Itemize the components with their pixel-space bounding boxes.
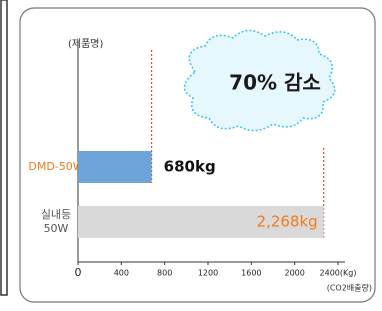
x-tick-label: 0 — [75, 266, 82, 279]
value-label: 2,268kg — [257, 213, 318, 231]
page: (제품명) (CO2배출량) 70% 감소 0 400 800 1200 1600 200… — [0, 0, 382, 307]
x-axis-label: (CO2배출량) — [327, 283, 372, 293]
chart: (제품명) (CO2배출량) 70% 감소 0 400 800 1200 1600 200… — [0, 0, 382, 307]
x-tick-label: 1200 — [198, 269, 218, 278]
x-tick-label: 2000 — [284, 269, 304, 278]
y-axis-label: (제품명) — [68, 38, 104, 50]
left-edge — [1, 0, 7, 295]
y-tick-label: DMD-50W — [28, 160, 83, 173]
x-tick-label: 800 — [157, 269, 172, 278]
annotation: 70% 감소 — [229, 71, 321, 95]
bar — [78, 151, 152, 183]
x-tick-label: 2400(Kg) — [320, 269, 357, 278]
x-tick-label: 400 — [114, 269, 129, 278]
x-tick-label: 1600 — [241, 269, 261, 278]
value-label: 680kg — [164, 158, 216, 176]
